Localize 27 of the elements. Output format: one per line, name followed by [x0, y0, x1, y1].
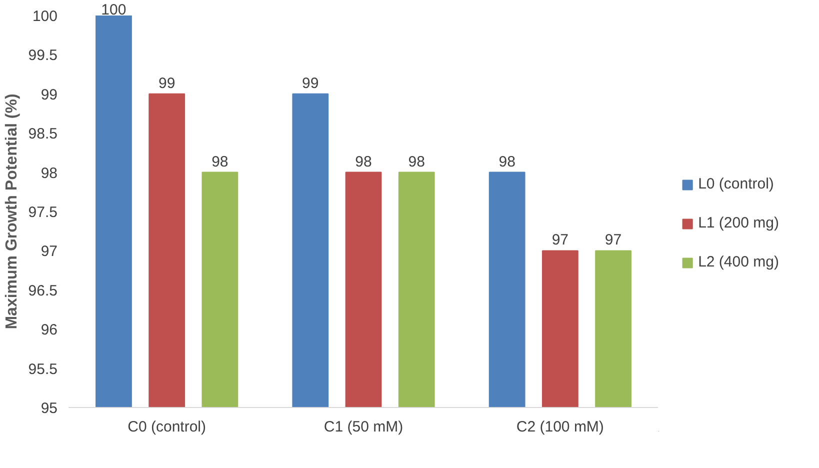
x-tick-label: C2 (100 mM): [516, 418, 604, 436]
data-label: 97: [552, 232, 569, 249]
y-tick-label: 99: [40, 86, 58, 104]
data-label: 98: [212, 153, 228, 170]
legend-label: L1 (200 mg): [698, 214, 779, 232]
y-tick-label: 100: [32, 8, 58, 25]
data-label: 98: [408, 153, 425, 170]
y-tick-label: 99.5: [28, 47, 58, 64]
y-tick-label: 96: [40, 322, 58, 339]
data-label: 98: [498, 153, 516, 170]
data-label: 97: [604, 232, 622, 249]
data-label: 99: [158, 74, 176, 92]
y-tick-label: 98: [40, 164, 58, 182]
y-tick-label: 98.5: [28, 126, 58, 143]
y-tick-label: 96.5: [28, 282, 58, 300]
y-tick-label: 95: [40, 400, 58, 417]
legend-label: L0 (control): [698, 176, 774, 192]
data-label: 99: [302, 74, 319, 92]
data-label: 100: [101, 2, 126, 18]
x-tick-label: C0 (control): [128, 418, 206, 436]
y-tick-label: 97.5: [28, 204, 58, 221]
y-tick-label: 97: [40, 243, 58, 260]
y-axis-title: Maximum Growth Potential (%): [3, 94, 20, 330]
y-tick-label: 95.5: [28, 360, 58, 378]
legend-label: L2 (400 mg): [698, 254, 779, 270]
x-tick-label: C1 (50 mM): [324, 418, 404, 436]
data-label: 98: [355, 153, 372, 170]
